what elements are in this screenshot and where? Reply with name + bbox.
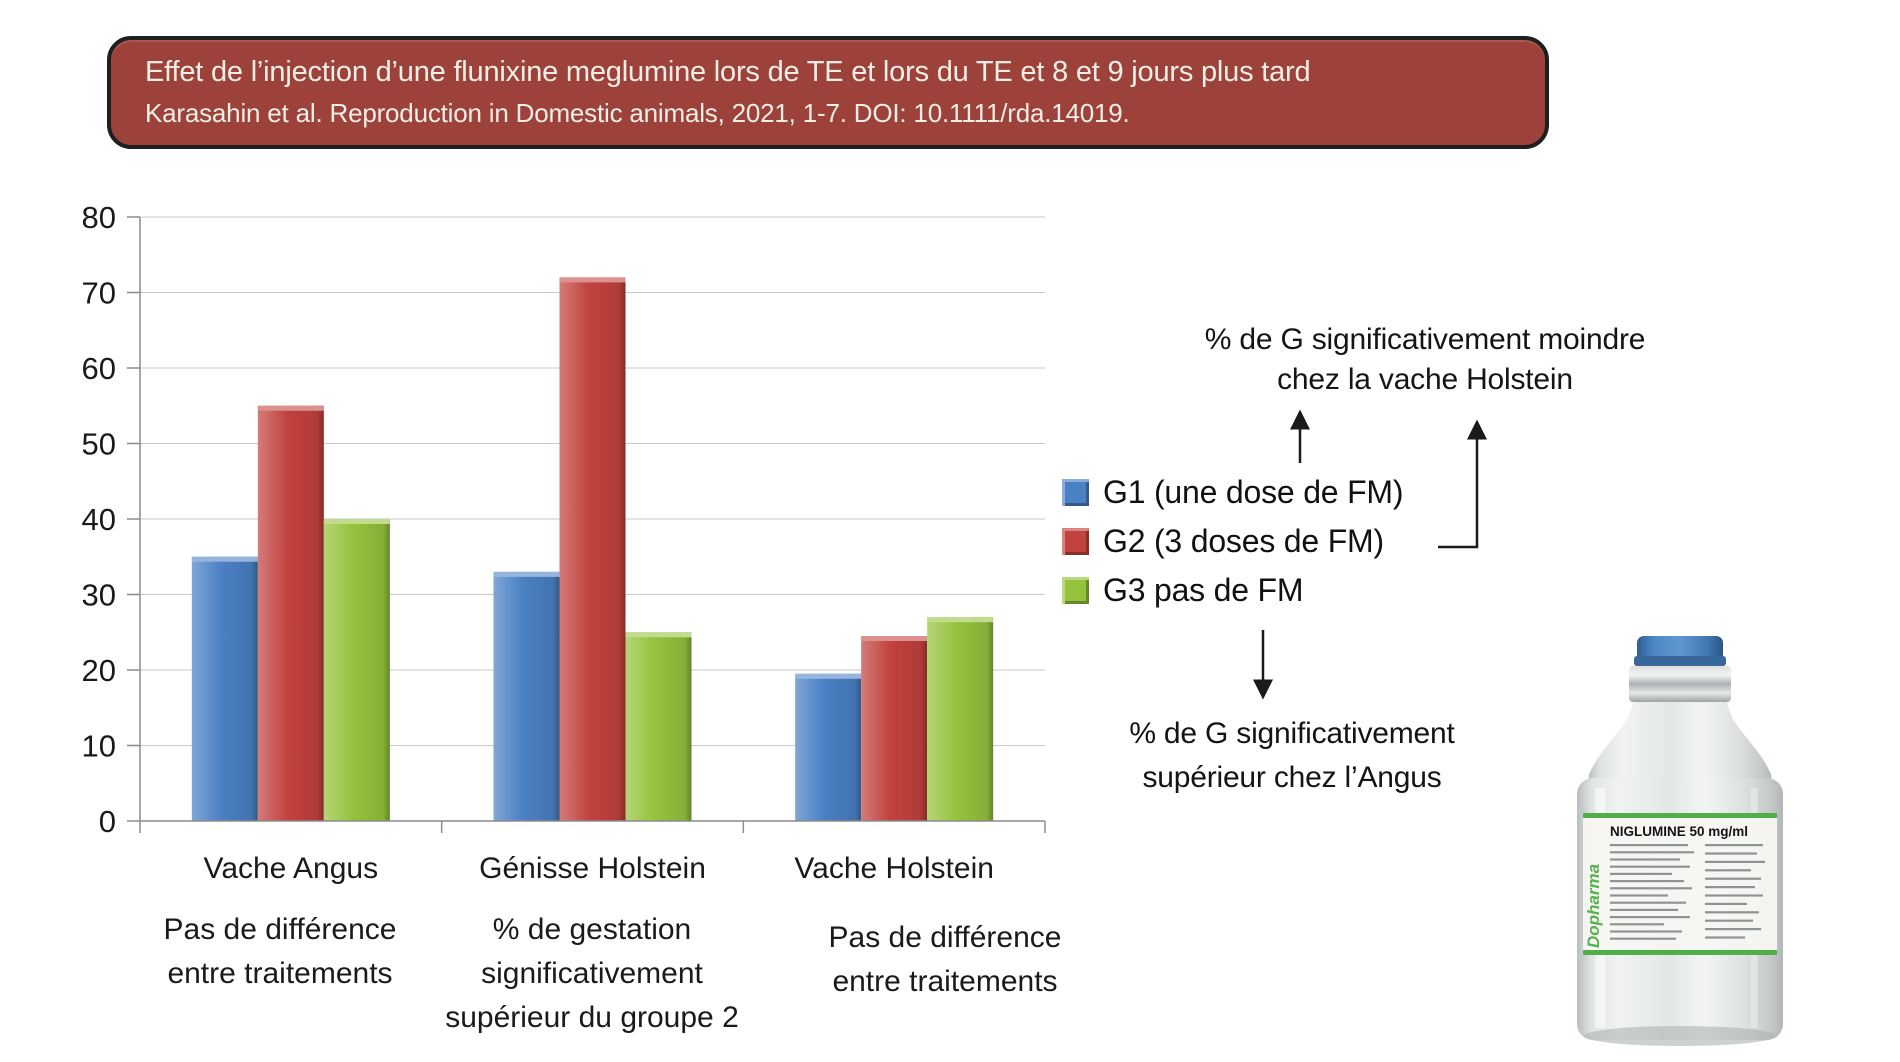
y-tick-label: 50 [82, 427, 116, 462]
y-tick-label: 60 [82, 351, 116, 386]
vial-product-name: NIGLUMINE 50 mg/ml [1610, 824, 1748, 839]
vial-label: Dopharma NIGLUMINE 50 mg/ml [1583, 813, 1777, 955]
label-text-line [1705, 852, 1757, 855]
bar [795, 673, 862, 821]
bar [257, 405, 324, 821]
bar-top-bevel [795, 673, 862, 679]
vial-cap [1637, 636, 1723, 662]
chart-legend: G1 (une dose de FM) G2 (3 doses de FM) G… [1062, 474, 1404, 624]
y-tick-label: 20 [82, 653, 116, 688]
bar-top-bevel [861, 636, 928, 642]
y-tick-label: 40 [82, 502, 116, 537]
label-text-line [1610, 908, 1678, 911]
label-text-line [1705, 919, 1753, 922]
label-text-line [1610, 872, 1672, 875]
x-category-label: Vache Holstein [794, 852, 994, 885]
legend-label-g1: G1 (une dose de FM) [1103, 473, 1404, 510]
bar-top-bevel [323, 519, 390, 524]
annotation-angus: % de G significativement supérieur chez … [1129, 717, 1455, 794]
vial-cap-lip [1634, 656, 1726, 666]
label-text-line [1610, 930, 1682, 933]
y-tick-label: 80 [82, 200, 116, 235]
legend-item-g2: G2 (3 doses de FM) [1062, 523, 1403, 559]
label-text-line [1610, 923, 1664, 926]
legend-item-g3: G3 pas de FM [1062, 572, 1403, 608]
y-tick-label: 10 [82, 729, 116, 764]
caption-genisse-holstein: % de gestation significativement supérie… [445, 913, 739, 1034]
label-text-line [1610, 858, 1680, 861]
label-text-line [1705, 902, 1747, 905]
bar [861, 636, 928, 821]
label-text-line [1705, 860, 1765, 863]
label-text-line [1610, 937, 1676, 940]
label-text-line [1610, 901, 1686, 904]
label-text-line [1705, 844, 1763, 847]
bar-top-bevel [625, 632, 692, 638]
bar-chart: 0 10 20 30 40 50 60 70 80 Vache Angus Génisse Hols… [82, 200, 1046, 885]
bar [927, 617, 994, 821]
label-text-line [1610, 851, 1694, 854]
label-text-line [1610, 865, 1690, 868]
vial-collar [1629, 666, 1731, 702]
label-text-line [1610, 844, 1688, 847]
x-category-label: Génisse Holstein [479, 852, 706, 885]
bar [323, 519, 390, 821]
slide-subtitle: Karasahin et al. Reproduction in Domesti… [145, 98, 1130, 128]
y-tick-label: 70 [82, 276, 116, 311]
caption-vache-angus: Pas de différence entre traitements [163, 913, 397, 990]
bar [191, 556, 258, 821]
label-text-line [1610, 887, 1692, 890]
vial-fine-print [1610, 844, 1765, 940]
label-text-line [1705, 886, 1755, 889]
label-text-line [1705, 911, 1759, 914]
label-text-line [1610, 916, 1690, 919]
title-banner: Effet de l’injection d’une flunixine meg… [107, 36, 1549, 149]
label-text-line [1705, 894, 1763, 897]
legend-item-g1: G1 (une dose de FM) [1062, 474, 1404, 510]
g3-color-swatch [1062, 576, 1089, 604]
x-category-label: Vache Angus [204, 852, 379, 885]
arrow-elbow-up-icon [1438, 419, 1487, 549]
g2-color-swatch [1062, 527, 1089, 555]
niglumine-vial-image: Dopharma NIGLUMINE 50 mg/ml [1577, 636, 1783, 1046]
label-text-line [1705, 928, 1761, 931]
bar [493, 571, 560, 821]
bar-top-bevel [191, 556, 258, 562]
slide-title: Effet de l’injection d’une flunixine meg… [145, 56, 1311, 88]
g1-color-swatch [1062, 478, 1089, 506]
label-text-line [1705, 936, 1745, 939]
caption-vache-holstein: Pas de différence entre traitements [828, 921, 1062, 998]
label-text-line [1705, 869, 1751, 872]
label-text-line [1705, 877, 1761, 880]
vial-shoulder [1587, 702, 1773, 798]
label-text-line [1610, 880, 1684, 883]
y-tick-label: 0 [99, 804, 116, 839]
vial-base-shadow [1584, 1026, 1776, 1046]
vial-brand: Dopharma [1584, 864, 1603, 948]
bar [559, 277, 626, 821]
legend-label-g3: G3 pas de FM [1103, 571, 1304, 608]
bar [625, 632, 692, 821]
bar-top-bevel [493, 571, 560, 577]
annotation-holstein: % de G significativement moindre chez la… [1204, 323, 1646, 396]
bar-top-bevel [927, 617, 994, 623]
legend-label-g2: G2 (3 doses de FM) [1103, 522, 1384, 559]
bar-top-bevel [257, 405, 324, 411]
y-tick-label: 30 [82, 578, 116, 613]
bar-top-bevel [559, 277, 626, 283]
label-text-line [1610, 894, 1668, 897]
